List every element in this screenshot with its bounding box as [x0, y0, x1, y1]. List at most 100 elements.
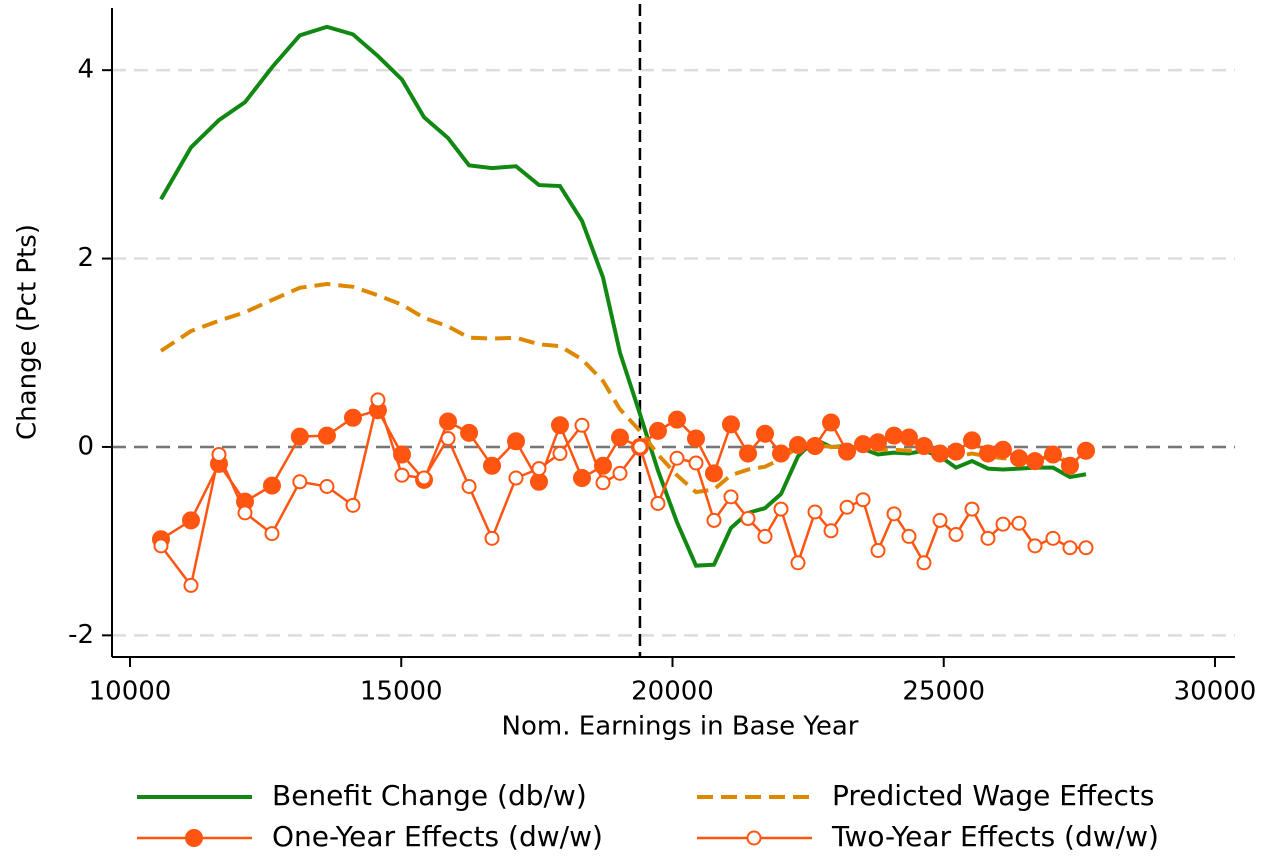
x-tick-label: 10000 [89, 677, 172, 707]
series-marker [773, 501, 789, 517]
series-marker [964, 501, 980, 517]
x-tick-label: 30000 [1174, 677, 1257, 707]
series-marker [237, 505, 253, 521]
series-marker [343, 408, 362, 427]
series-marker [740, 511, 756, 527]
series-marker [484, 530, 500, 546]
series-marker [855, 492, 871, 508]
series-marker [739, 444, 758, 463]
legend-marker [185, 829, 203, 847]
series-marker [993, 440, 1012, 459]
series-marker [508, 470, 524, 486]
series-marker [838, 442, 857, 461]
series-marker [667, 410, 686, 429]
series-marker [550, 416, 569, 435]
series-marker [807, 504, 823, 520]
series-marker [393, 445, 412, 464]
series-marker [868, 433, 887, 452]
y-axis-label: Change (Pct Pts) [13, 224, 43, 440]
series-marker [552, 446, 568, 462]
series-marker [573, 469, 592, 488]
series-marker [1060, 456, 1079, 475]
series-marker [916, 555, 932, 571]
y-tick-label: 0 [77, 431, 94, 461]
series-marker [211, 446, 227, 462]
series-marker [854, 435, 873, 454]
legend-label: One-Year Effects (dw/w) [272, 820, 603, 853]
series-marker [1027, 538, 1043, 554]
series-marker [790, 555, 806, 571]
series-marker [460, 423, 479, 442]
series-marker [706, 512, 722, 528]
series-marker [292, 474, 308, 490]
series-marker [370, 392, 386, 408]
series-marker [439, 412, 458, 431]
series-marker [901, 528, 917, 544]
x-tick-label: 20000 [631, 677, 714, 707]
series-marker [317, 426, 336, 445]
series-marker [963, 431, 982, 450]
series-marker [755, 424, 774, 443]
y-tick-label: 4 [77, 55, 94, 85]
series-marker [884, 426, 903, 445]
series-marker [153, 538, 169, 554]
series-marker [669, 450, 685, 466]
series-marker [648, 421, 667, 440]
series-marker [788, 436, 807, 455]
series-line [159, 24, 1087, 568]
series-marker [980, 530, 996, 546]
series-marker [886, 506, 902, 522]
series-marker [416, 470, 432, 486]
series-marker [771, 444, 790, 463]
series-marker [461, 479, 477, 495]
series-marker [870, 543, 886, 559]
series-marker [948, 527, 964, 543]
series-marker [1011, 515, 1027, 531]
series-marker [574, 417, 590, 433]
series-marker [995, 516, 1011, 532]
x-axis-label: Nom. Earnings in Base Year [502, 712, 859, 742]
series-marker [704, 464, 723, 483]
series-marker [531, 461, 547, 477]
series-marker [806, 437, 825, 456]
series-marker [345, 497, 361, 513]
series-marker [1009, 449, 1028, 468]
series-marker [723, 489, 739, 505]
legend-marker [746, 830, 762, 846]
series-marker [822, 413, 841, 432]
series-marker [839, 499, 855, 515]
series-marker [650, 495, 666, 511]
series-marker [932, 512, 948, 528]
legend-label: Predicted Wage Effects [832, 779, 1154, 812]
x-tick-label: 25000 [902, 677, 985, 707]
series-marker [595, 475, 611, 491]
series-marker [1025, 452, 1044, 471]
legend-label: Benefit Change (db/w) [272, 779, 587, 812]
series-marker [529, 472, 548, 491]
series-marker [757, 528, 773, 544]
series-marker [1043, 445, 1062, 464]
x-tick-label: 15000 [360, 677, 443, 707]
y-tick-label: 2 [77, 243, 94, 273]
series-marker [979, 444, 998, 463]
y-tick-label: -2 [68, 620, 94, 650]
series-marker [686, 429, 705, 448]
series-marker [1078, 540, 1094, 556]
series-marker [610, 428, 629, 447]
series-marker [319, 479, 335, 495]
series-marker [721, 415, 740, 434]
series-marker [1062, 540, 1078, 556]
series-marker [483, 456, 502, 475]
series-marker [823, 523, 839, 539]
series-marker [612, 465, 628, 481]
series-marker [946, 442, 965, 461]
series-marker [632, 439, 648, 455]
series-marker [930, 444, 949, 463]
series-marker [290, 427, 309, 446]
series-marker [899, 428, 918, 447]
series-marker [688, 455, 704, 471]
series-marker [1045, 530, 1061, 546]
series-marker [914, 437, 933, 456]
legend-label: Two-Year Effects (dw/w) [831, 820, 1159, 853]
